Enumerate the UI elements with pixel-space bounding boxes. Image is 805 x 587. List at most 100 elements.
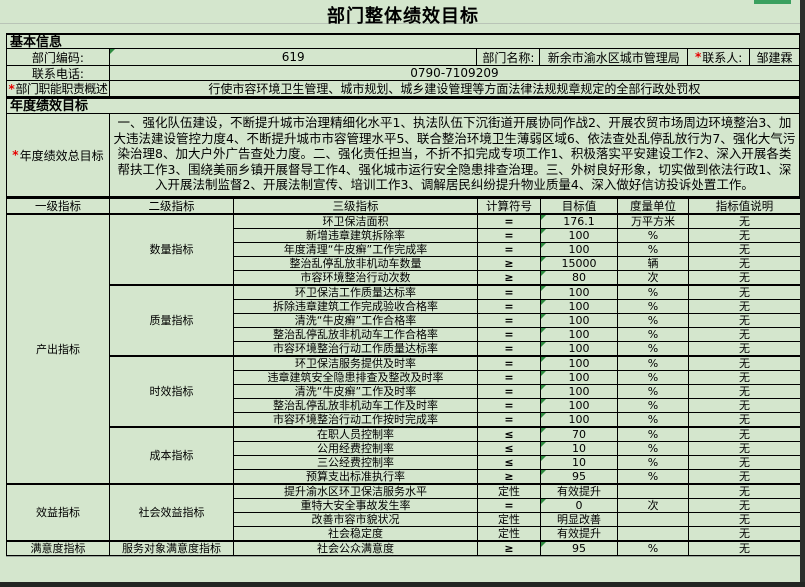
- note-cell[interactable]: 无: [688, 469, 801, 485]
- unit-cell[interactable]: %: [617, 284, 689, 300]
- note-cell[interactable]: 无: [688, 299, 801, 314]
- note-cell[interactable]: 无: [688, 341, 801, 357]
- unit-cell[interactable]: 次: [617, 270, 689, 286]
- indicator-name-cell[interactable]: 提升渝水区环卫保洁服务水平: [233, 483, 478, 499]
- unit-cell[interactable]: %: [617, 426, 689, 442]
- note-cell[interactable]: 无: [688, 256, 801, 271]
- target-value-cell[interactable]: 100: [540, 412, 618, 428]
- operator-cell[interactable]: ≤: [477, 441, 541, 456]
- target-value-cell[interactable]: 95: [540, 469, 618, 485]
- duty-value-cell[interactable]: 行使市容环境卫生管理、城市规划、城乡建设管理等方面法律法规规章规定的全部行政处罚…: [109, 81, 800, 97]
- unit-cell[interactable]: %: [617, 228, 689, 243]
- note-cell[interactable]: 无: [688, 284, 801, 300]
- operator-cell[interactable]: =: [477, 313, 541, 328]
- level2-indicator-cell[interactable]: 时效指标: [109, 355, 234, 428]
- unit-cell[interactable]: 次: [617, 498, 689, 513]
- indicator-name-cell[interactable]: 新增违章建筑拆除率: [233, 228, 478, 243]
- target-value-cell[interactable]: 15000: [540, 256, 618, 271]
- target-value-cell[interactable]: 100: [540, 313, 618, 328]
- operator-cell[interactable]: =: [477, 355, 541, 371]
- level2-indicator-cell[interactable]: 质量指标: [109, 284, 234, 357]
- note-cell[interactable]: 无: [688, 412, 801, 428]
- note-cell[interactable]: 无: [688, 242, 801, 257]
- unit-cell[interactable]: %: [617, 313, 689, 328]
- unit-cell[interactable]: %: [617, 327, 689, 342]
- unit-cell[interactable]: %: [617, 341, 689, 357]
- target-value-cell[interactable]: 有效提升: [540, 526, 618, 542]
- operator-cell[interactable]: ≥: [477, 270, 541, 286]
- target-value-cell[interactable]: 10: [540, 455, 618, 470]
- operator-cell[interactable]: ≤: [477, 455, 541, 470]
- operator-cell[interactable]: ≥: [477, 256, 541, 271]
- operator-cell[interactable]: =: [477, 498, 541, 513]
- target-value-cell[interactable]: 明显改善: [540, 512, 618, 527]
- note-cell[interactable]: 无: [688, 398, 801, 413]
- target-value-cell[interactable]: 70: [540, 426, 618, 442]
- note-cell[interactable]: 无: [688, 370, 801, 385]
- note-cell[interactable]: 无: [688, 455, 801, 470]
- operator-cell[interactable]: ≥: [477, 469, 541, 485]
- indicator-name-cell[interactable]: 公用经费控制率: [233, 441, 478, 456]
- note-cell[interactable]: 无: [688, 327, 801, 342]
- note-cell[interactable]: 无: [688, 540, 801, 556]
- level2-indicator-cell[interactable]: 社会效益指标: [109, 483, 234, 542]
- unit-cell[interactable]: %: [617, 540, 689, 556]
- indicator-name-cell[interactable]: 改善市容市貌状况: [233, 512, 478, 527]
- section-header-basic-info[interactable]: 基本信息: [6, 33, 800, 50]
- indicator-name-cell[interactable]: 整治乱停乱放非机动车工作及时率: [233, 398, 478, 413]
- note-cell[interactable]: 无: [688, 270, 801, 286]
- level1-indicator-cell[interactable]: 产出指标: [6, 213, 110, 485]
- indicator-name-cell[interactable]: 重特大安全事故发生率: [233, 498, 478, 513]
- level2-indicator-cell[interactable]: 成本指标: [109, 426, 234, 485]
- note-cell[interactable]: 无: [688, 512, 801, 527]
- level1-indicator-cell[interactable]: 效益指标: [6, 483, 110, 542]
- indicator-name-cell[interactable]: 社会稳定度: [233, 526, 478, 542]
- header-note[interactable]: 指标值说明: [688, 197, 801, 215]
- dept-code-label-cell[interactable]: 部门编码:: [7, 49, 110, 66]
- unit-cell[interactable]: 万平方米: [617, 213, 689, 229]
- operator-cell[interactable]: =: [477, 398, 541, 413]
- note-cell[interactable]: 无: [688, 384, 801, 399]
- operator-cell[interactable]: =: [477, 242, 541, 257]
- overall-goal-text-cell[interactable]: 一、强化队伍建设，不断提升城市治理精细化水平1、执法队伍下沉街道开展协同作战2、…: [109, 114, 800, 197]
- section-header-annual-goals[interactable]: 年度绩效目标: [6, 97, 800, 114]
- target-value-cell[interactable]: 100: [540, 384, 618, 399]
- unit-cell[interactable]: %: [617, 469, 689, 485]
- indicator-name-cell[interactable]: 社会公众满意度: [233, 540, 478, 556]
- target-value-cell[interactable]: 95: [540, 540, 618, 556]
- indicator-name-cell[interactable]: 环卫保洁服务提供及时率: [233, 355, 478, 371]
- note-cell[interactable]: 无: [688, 228, 801, 243]
- header-operator[interactable]: 计算符号: [477, 197, 541, 215]
- target-value-cell[interactable]: 10: [540, 441, 618, 456]
- note-cell[interactable]: 无: [688, 483, 801, 499]
- note-cell[interactable]: 无: [688, 213, 801, 229]
- target-value-cell[interactable]: 100: [540, 242, 618, 257]
- level1-indicator-cell[interactable]: 满意度指标: [6, 540, 110, 556]
- operator-cell[interactable]: 定性: [477, 512, 541, 527]
- contact-label-cell[interactable]: * 联系人:: [688, 49, 751, 66]
- unit-cell[interactable]: %: [617, 355, 689, 371]
- phone-value-cell[interactable]: 0790-7109209: [109, 66, 800, 81]
- target-value-cell[interactable]: 0: [540, 498, 618, 513]
- unit-cell[interactable]: [617, 512, 689, 527]
- indicator-name-cell[interactable]: 市容环境整治行动工作按时完成率: [233, 412, 478, 428]
- operator-cell[interactable]: 定性: [477, 526, 541, 542]
- unit-cell[interactable]: %: [617, 384, 689, 399]
- overall-goal-label-cell[interactable]: * 年度绩效总目标: [7, 114, 110, 197]
- indicator-name-cell[interactable]: 预算支出标准执行率: [233, 469, 478, 485]
- unit-cell[interactable]: %: [617, 242, 689, 257]
- operator-cell[interactable]: 定性: [477, 483, 541, 499]
- target-value-cell[interactable]: 有效提升: [540, 483, 618, 499]
- indicator-name-cell[interactable]: 违章建筑安全隐患排查及整改及时率: [233, 370, 478, 385]
- target-value-cell[interactable]: 100: [540, 355, 618, 371]
- indicator-name-cell[interactable]: 环卫保洁面积: [233, 213, 478, 229]
- unit-cell[interactable]: %: [617, 441, 689, 456]
- unit-cell[interactable]: %: [617, 299, 689, 314]
- target-value-cell[interactable]: 100: [540, 341, 618, 357]
- unit-cell[interactable]: [617, 483, 689, 499]
- target-value-cell[interactable]: 100: [540, 370, 618, 385]
- target-value-cell[interactable]: 100: [540, 284, 618, 300]
- operator-cell[interactable]: =: [477, 327, 541, 342]
- indicator-name-cell[interactable]: 清洗“牛皮癣”工作及时率: [233, 384, 478, 399]
- target-value-cell[interactable]: 100: [540, 327, 618, 342]
